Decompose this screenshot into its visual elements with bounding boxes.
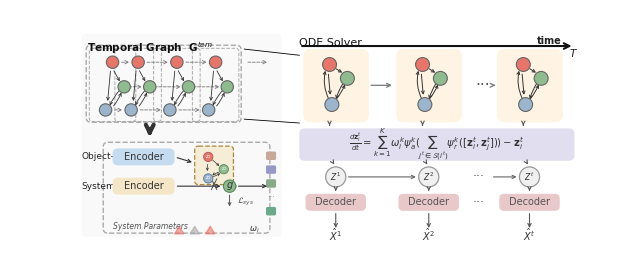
Circle shape (223, 180, 236, 192)
FancyBboxPatch shape (266, 151, 276, 160)
FancyBboxPatch shape (499, 194, 560, 211)
Circle shape (323, 58, 337, 72)
Text: ···: ··· (473, 196, 485, 209)
Text: $Z^2$: $Z^2$ (423, 171, 434, 183)
Circle shape (143, 81, 156, 93)
Circle shape (99, 104, 112, 116)
Circle shape (182, 81, 195, 93)
Text: Encoder: Encoder (124, 181, 163, 191)
Circle shape (534, 72, 548, 85)
Circle shape (415, 58, 429, 72)
Circle shape (204, 152, 213, 162)
FancyBboxPatch shape (113, 148, 175, 165)
Text: $\mathcal{L}_{sys}$: $\mathcal{L}_{sys}$ (237, 196, 255, 208)
Text: ···: ··· (475, 78, 490, 93)
FancyBboxPatch shape (300, 128, 575, 161)
Text: Temporal Graph  $\mathbf{G}^{tem}$: Temporal Graph $\mathbf{G}^{tem}$ (87, 41, 212, 57)
Text: Decoder: Decoder (408, 197, 449, 207)
Circle shape (171, 56, 183, 68)
Text: $\mathcal{L}_{dis}$: $\mathcal{L}_{dis}$ (222, 180, 238, 191)
FancyBboxPatch shape (303, 49, 369, 122)
Polygon shape (175, 226, 184, 234)
Text: Decoder: Decoder (316, 197, 356, 207)
Polygon shape (190, 226, 199, 234)
Circle shape (202, 104, 215, 116)
FancyBboxPatch shape (195, 146, 234, 185)
Circle shape (340, 72, 355, 85)
FancyBboxPatch shape (399, 194, 459, 211)
Text: $\omega_i$: $\omega_i$ (249, 225, 260, 235)
FancyBboxPatch shape (266, 207, 276, 215)
Circle shape (419, 167, 439, 187)
Text: $z_3$: $z_3$ (205, 174, 211, 183)
Text: $Z^1$: $Z^1$ (330, 171, 341, 183)
Circle shape (221, 81, 234, 93)
Text: Decoder: Decoder (509, 197, 550, 207)
Text: $z_2$: $z_2$ (221, 165, 227, 173)
Text: $Z^t$: $Z^t$ (524, 171, 534, 183)
Circle shape (326, 167, 346, 187)
Text: ···: ··· (473, 170, 485, 183)
Circle shape (518, 98, 532, 111)
Circle shape (325, 98, 339, 111)
Text: ...: ... (267, 190, 275, 199)
FancyBboxPatch shape (266, 165, 276, 174)
Text: Encoder: Encoder (124, 152, 163, 162)
Text: T: T (570, 49, 576, 59)
Text: System Parameters: System Parameters (113, 222, 188, 232)
Circle shape (204, 174, 213, 183)
Polygon shape (205, 226, 215, 234)
Text: $\hat{X}^1$: $\hat{X}^1$ (330, 226, 342, 243)
Circle shape (106, 56, 119, 68)
Circle shape (209, 56, 222, 68)
Circle shape (418, 98, 432, 111)
Circle shape (516, 58, 531, 72)
Text: $g$: $g$ (226, 180, 234, 192)
FancyBboxPatch shape (266, 179, 276, 188)
Text: time: time (537, 36, 562, 46)
FancyBboxPatch shape (113, 178, 175, 195)
Circle shape (118, 81, 131, 93)
Circle shape (164, 104, 176, 116)
Text: $\hat{X}^2$: $\hat{X}^2$ (422, 226, 435, 243)
Text: $\frac{d\mathbf{z}_i^t}{dt} = \sum_{k=1}^{K} \omega_i^k \psi_a^k( \sum_{j^t \in : $\frac{d\mathbf{z}_i^t}{dt} = \sum_{k=1}… (349, 127, 524, 162)
Text: ODE Solver: ODE Solver (300, 38, 362, 48)
FancyBboxPatch shape (81, 34, 282, 237)
FancyBboxPatch shape (497, 49, 563, 122)
Circle shape (219, 165, 228, 174)
Text: $\hat{X}^t$: $\hat{X}^t$ (524, 226, 536, 243)
Circle shape (433, 72, 447, 85)
Text: Object-level: Object-level (81, 152, 136, 161)
Circle shape (520, 167, 540, 187)
FancyBboxPatch shape (305, 194, 366, 211)
Text: $z_1$: $z_1$ (205, 153, 211, 161)
Circle shape (125, 104, 138, 116)
FancyBboxPatch shape (396, 49, 462, 122)
Text: System-level: System-level (81, 182, 140, 191)
Circle shape (132, 56, 145, 68)
